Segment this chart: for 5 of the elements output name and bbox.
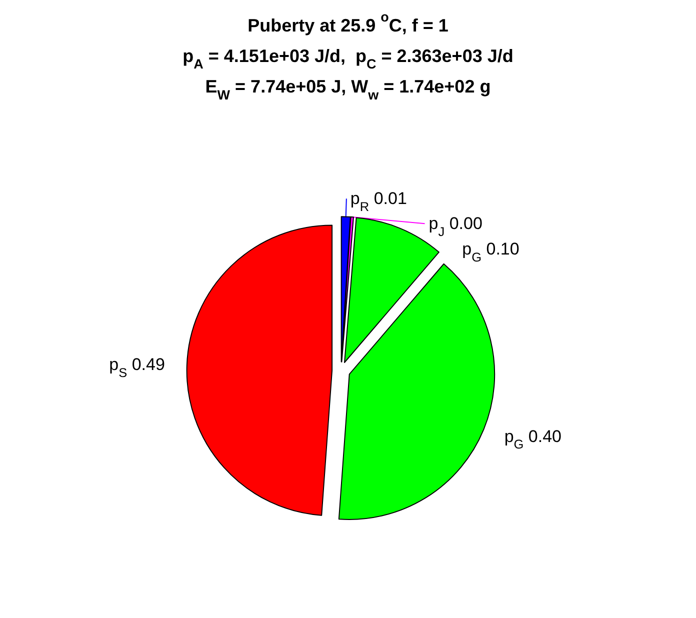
data-label: 0.40 xyxy=(524,426,562,446)
data-label: 0.00 xyxy=(444,214,482,234)
data-label: 0.01 xyxy=(369,189,407,208)
data-label: 0.10 xyxy=(482,240,520,259)
data-label: 0.49 xyxy=(127,355,165,374)
